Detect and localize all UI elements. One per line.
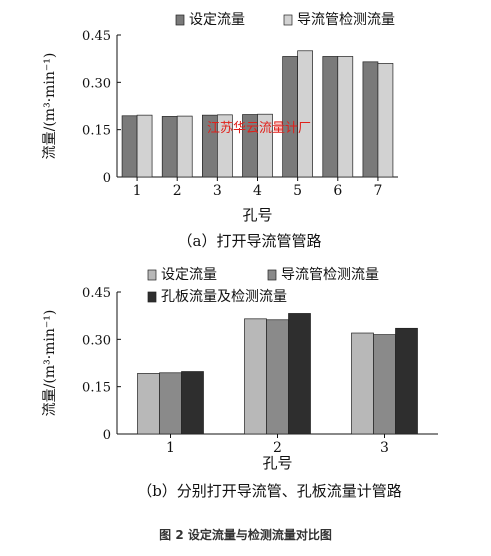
bar: [362, 61, 379, 178]
x-tick-label: 2: [273, 440, 282, 456]
x-tick-label: 5: [293, 183, 302, 199]
x-tick-label: 1: [133, 183, 142, 199]
bar: [244, 318, 267, 435]
x-tick-label: 7: [373, 183, 382, 199]
legend-label: 导流管检测流量: [281, 267, 379, 283]
y-tick-label: 0.30: [82, 333, 111, 348]
panel-title: （b）分别打开导流管、孔板流量计管路: [137, 482, 402, 500]
x-tick-label: 1: [166, 440, 175, 456]
x-axis-label: 孔号: [262, 454, 292, 472]
x-tick-label: 4: [253, 183, 262, 199]
legend-label: 设定流量: [161, 267, 217, 283]
x-tick-label: 3: [213, 183, 222, 199]
x-tick-label: 3: [380, 440, 389, 456]
bar: [322, 56, 339, 178]
bar: [282, 56, 298, 178]
bar: [161, 116, 178, 178]
bar: [266, 319, 289, 435]
chart-a: 设定流量 导流管检测流量 0 0.15 0.30 0.45 1 2 3 4 5 6 7 流量/(m³·mi…: [42, 12, 398, 250]
bar: [121, 115, 138, 178]
legend-label: 导流管检测流量: [297, 12, 395, 28]
bar: [351, 332, 374, 435]
panel-title: （a）打开导流管管路: [178, 232, 322, 250]
legend-swatch: [283, 14, 293, 26]
legend-swatch: [147, 291, 157, 303]
y-tick-label: 0.15: [82, 124, 111, 139]
bar: [181, 371, 204, 435]
x-axis-label: 孔号: [242, 206, 272, 224]
bar: [395, 327, 418, 435]
y-tick-label: 0: [103, 428, 111, 443]
bar: [137, 373, 160, 435]
legend-label: 设定流量: [189, 12, 245, 28]
y-axis-label: 流量/(m³·min⁻¹): [42, 53, 58, 160]
legend-label: 孔板流量及检测流量: [161, 289, 287, 305]
bar: [257, 113, 273, 178]
bar: [176, 115, 193, 178]
legend-swatch: [267, 269, 277, 281]
bar: [297, 50, 313, 178]
bar: [373, 334, 396, 435]
x-tick-label: 6: [333, 183, 342, 199]
y-axis-label: 流量/(m³·min⁻¹): [42, 310, 58, 417]
bar: [337, 56, 354, 178]
y-tick-label: 0: [103, 171, 111, 186]
bar: [217, 114, 233, 178]
bar: [159, 372, 182, 435]
y-tick-label: 0.30: [82, 76, 111, 91]
legend-swatch: [147, 269, 157, 281]
y-tick-label: 0.45: [82, 286, 111, 301]
y-tick-label: 0.15: [82, 381, 111, 396]
y-tick-label: 0.45: [82, 29, 111, 44]
bar: [136, 114, 153, 178]
bar: [288, 313, 311, 435]
bar: [377, 63, 394, 178]
watermark-text: 江苏华云流量计厂: [207, 120, 311, 136]
figure-caption: 图 2 设定流量与检测流量对比图: [159, 528, 332, 542]
legend-swatch: [175, 14, 185, 26]
x-tick-label: 2: [173, 183, 182, 199]
